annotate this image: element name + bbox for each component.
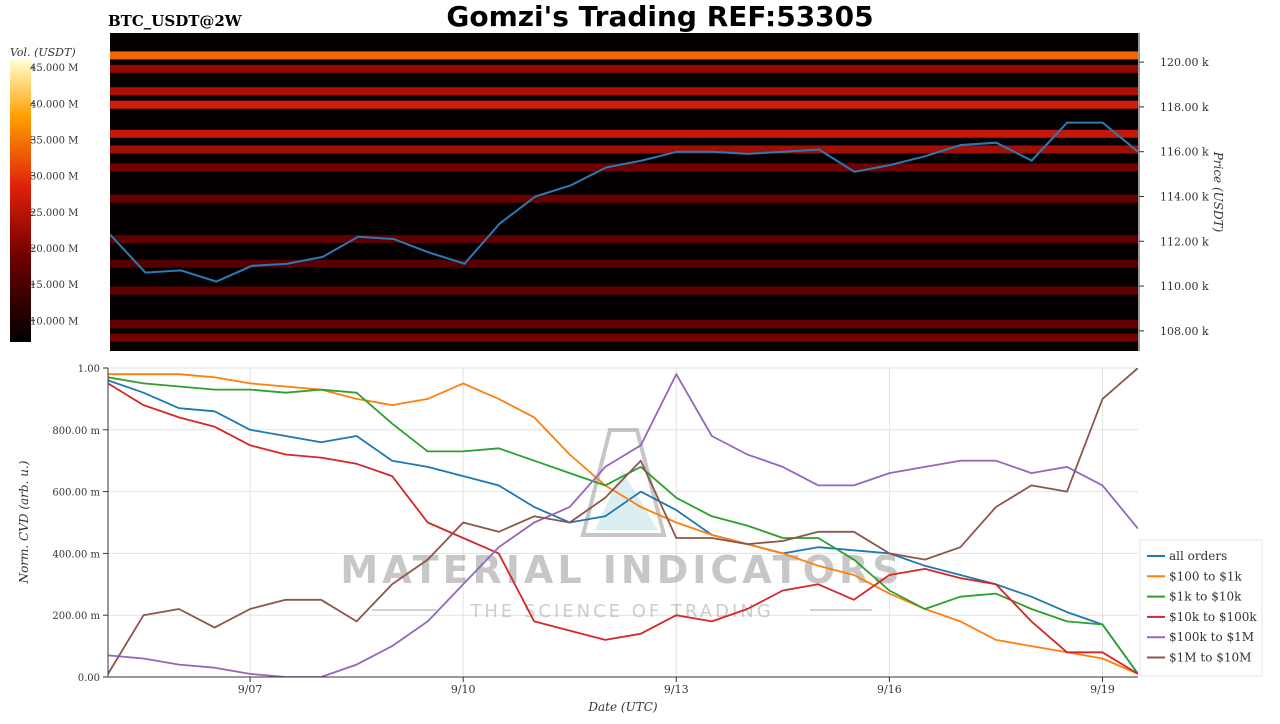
volume-band (110, 235, 1138, 244)
cvd-series-line (108, 368, 1138, 675)
heatmap-panel: 108.00 k 110.00 k 112.00 k 114.00 k 116.00 k… (110, 33, 1225, 351)
colorbar: Vol. (USDT) 10.000 M 15.000 M 20.000 M 25.0… (10, 46, 78, 342)
watermark-sub-text: THE SCIENCE OF TRADING (469, 601, 773, 622)
legend-entry-label: all orders (1169, 549, 1227, 563)
chart-title: Gomzi's Trading REF:53305 (446, 0, 873, 33)
watermark-logo-fill (595, 470, 658, 530)
price-tick-label: 114.00 k (1160, 190, 1209, 203)
price-tick-label: 110.00 k (1160, 280, 1209, 293)
cvd-x-tick-label: 9/10 (451, 683, 476, 696)
price-tick-label: 112.00 k (1160, 235, 1209, 248)
legend-entry-label: $100 to $1k (1169, 569, 1242, 583)
volume-band (110, 64, 1138, 73)
cvd-series-line (108, 373, 1138, 677)
legend-entry-label: $1k to $10k (1169, 590, 1242, 604)
cvd-x-tick-label: 9/19 (1090, 683, 1115, 696)
colorbar-tick-label: 40.000 M (30, 99, 78, 110)
watermark-logo-icon (580, 428, 667, 537)
cvd-series-line (108, 382, 1138, 675)
heatmap-background (110, 33, 1138, 351)
cvd-y-tick-label: 200.00 m (52, 611, 100, 622)
volume-band (110, 163, 1138, 172)
symbol-label: BTC_USDT@2W (108, 12, 243, 30)
cvd-y-tick-label: 600.00 m (52, 488, 100, 499)
colorbar-tick-label: 30.000 M (30, 172, 78, 183)
price-tick-label: 118.00 k (1160, 101, 1209, 114)
cvd-series-line (108, 379, 1138, 675)
cvd-y-axis-label: Norm. CVD (arb. u.) (17, 460, 31, 584)
legend-entry-label: $10k to $100k (1169, 610, 1257, 624)
price-tick-label: 116.00 k (1160, 146, 1209, 159)
colorbar-tick-label: 15.000 M (30, 280, 78, 291)
volume-band (110, 333, 1138, 342)
volume-band (110, 129, 1138, 138)
volume-band (110, 286, 1138, 295)
colorbar-tick-label: 35.000 M (30, 136, 78, 147)
volume-band (110, 87, 1138, 96)
colorbar-tick-label: 25.000 M (30, 208, 78, 219)
legend-entry-label: $1M to $10M (1169, 651, 1251, 665)
cvd-x-tick-label: 9/07 (238, 683, 263, 696)
colorbar-tick-label: 20.000 M (30, 244, 78, 255)
colorbar-label: Vol. (USDT) (10, 46, 76, 59)
price-line (110, 121, 1138, 283)
cvd-x-tick-label: 9/16 (877, 683, 902, 696)
watermark: MATERIAL INDICATORS THE SCIENCE OF TRADI… (340, 428, 903, 622)
price-tick-label: 108.00 k (1160, 325, 1209, 338)
legend-box (1139, 539, 1263, 677)
volume-band (110, 51, 1138, 60)
volume-band (110, 320, 1138, 329)
cvd-y-tick-label: 0.00 (78, 673, 100, 684)
volume-band (110, 194, 1138, 203)
watermark-main-text: MATERIAL INDICATORS (340, 548, 903, 592)
colorbar-gradient (10, 60, 31, 342)
volume-band (110, 100, 1138, 109)
price-axis-label: Price (USDT) (1211, 151, 1225, 233)
cvd-y-tick-label: 400.00 m (52, 549, 100, 560)
legend-entry-label: $100k to $1M (1169, 630, 1254, 644)
cvd-x-tick-label: 9/13 (664, 683, 689, 696)
cvd-series-line (108, 373, 1138, 675)
colorbar-tick-label: 45.000 M (30, 63, 78, 74)
cvd-series-line (108, 376, 1138, 675)
cvd-x-axis-label: Date (UTC) (587, 700, 657, 714)
price-tick-label: 120.00 k (1160, 56, 1209, 69)
cvd-panel: MATERIAL INDICATORS THE SCIENCE OF TRADI… (17, 364, 1263, 714)
legend: all orders $100 to $1k $1k to $10k $10k to … (1139, 539, 1263, 677)
colorbar-tick-label: 10.000 M (30, 316, 78, 327)
volume-band (110, 259, 1138, 268)
volume-band (110, 145, 1138, 154)
cvd-y-tick-label: 800.00 m (52, 426, 100, 437)
cvd-y-tick-label: 1.00 (78, 364, 100, 375)
